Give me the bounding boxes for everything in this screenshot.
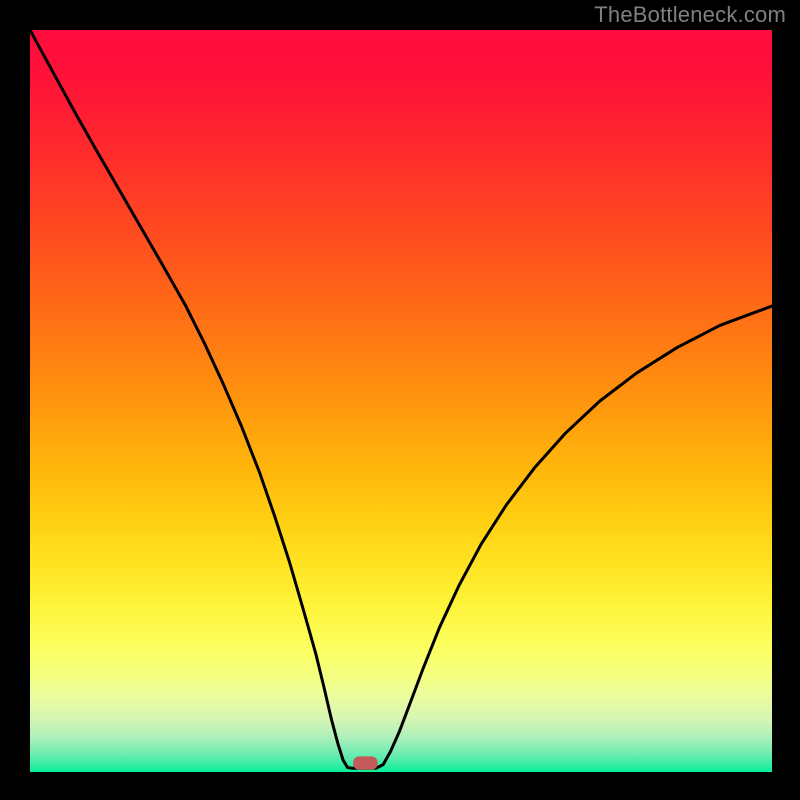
chart-area bbox=[0, 0, 800, 800]
chart-gradient-background bbox=[30, 30, 772, 772]
optimal-point-marker bbox=[353, 756, 377, 769]
chart-container: TheBottleneck.com bbox=[0, 0, 800, 800]
bottleneck-chart bbox=[0, 0, 800, 800]
watermark-text: TheBottleneck.com bbox=[594, 2, 786, 28]
